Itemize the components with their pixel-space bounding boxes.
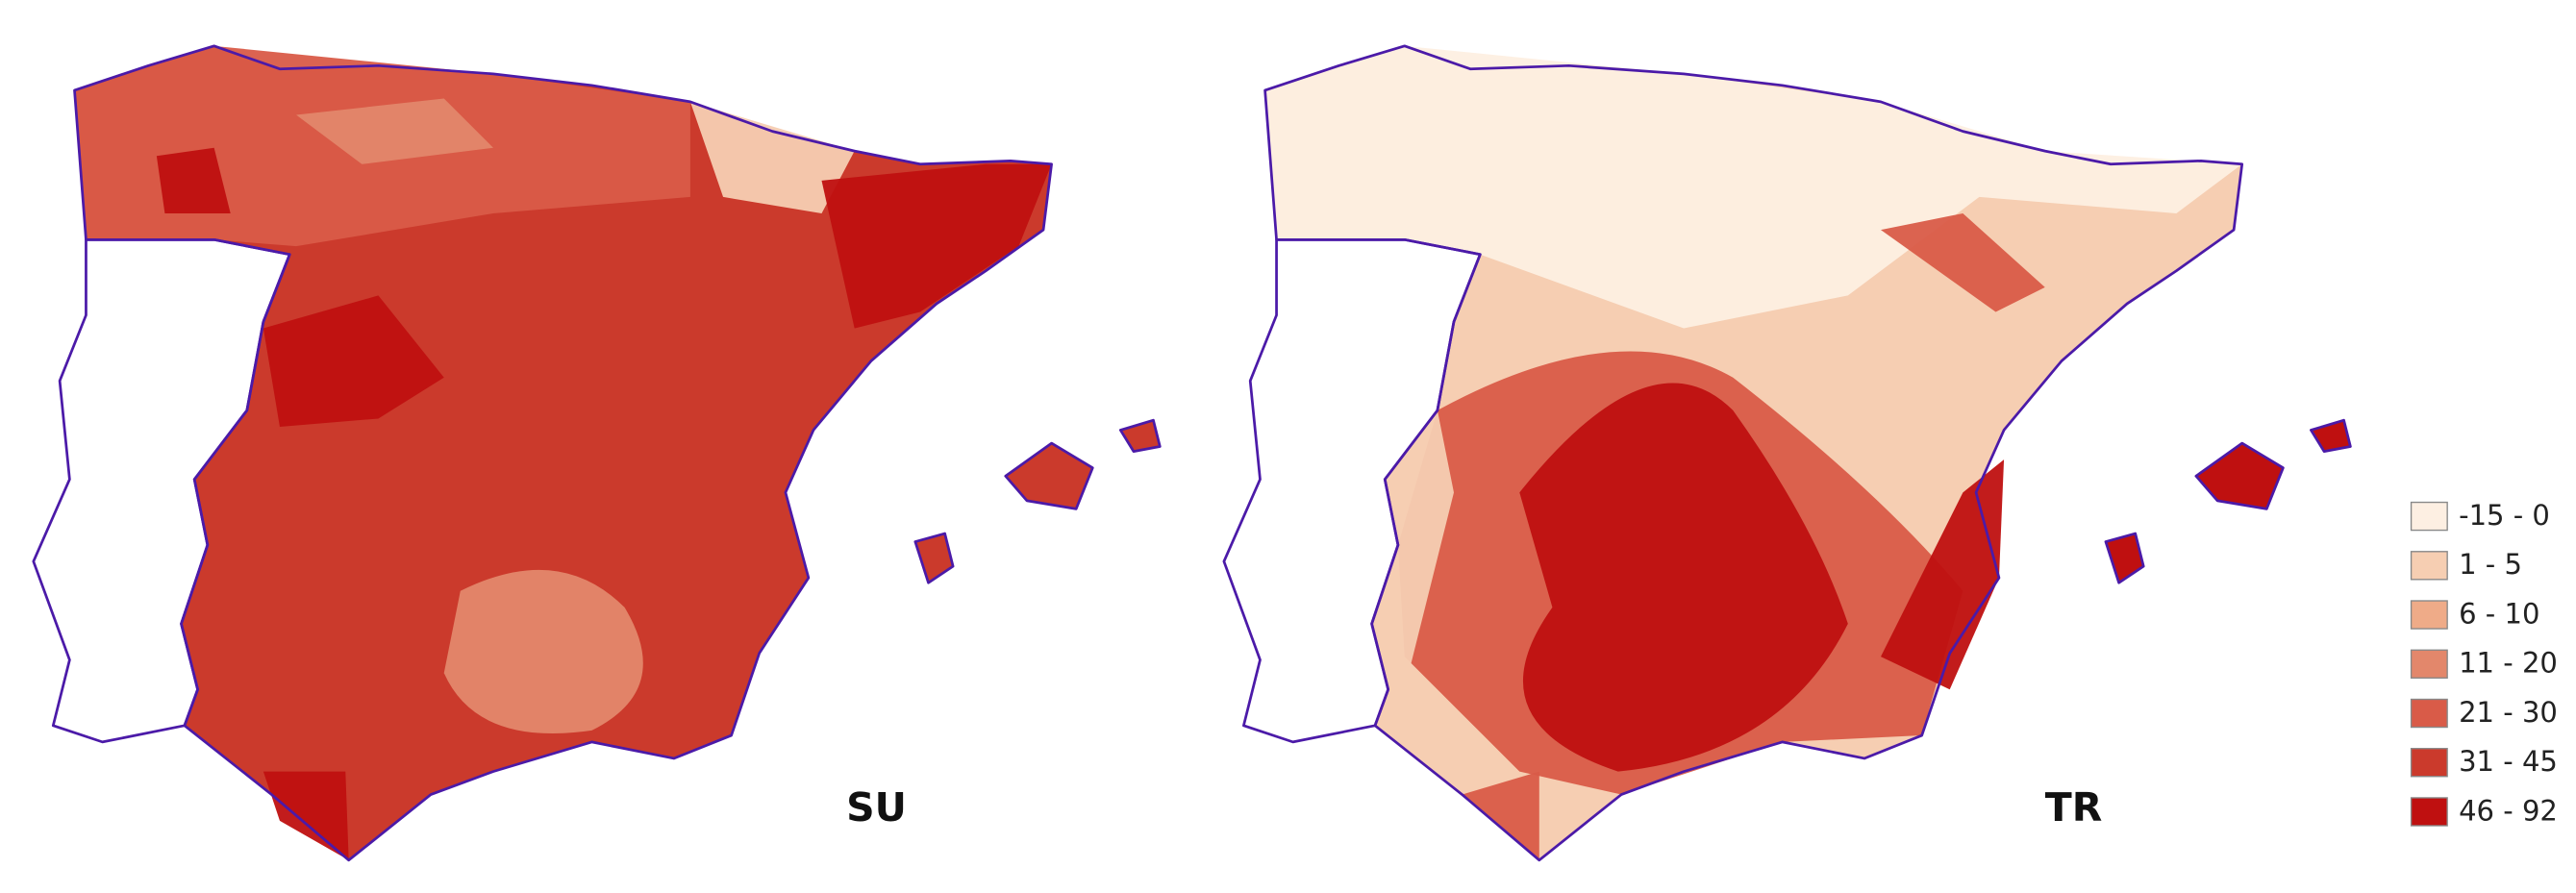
coastline	[1004, 441, 1094, 510]
class-region	[156, 147, 231, 214]
legend-label: 31 - 45	[2459, 745, 2558, 778]
legend-label: 46 - 92	[2459, 794, 2558, 827]
legend-swatch	[2410, 649, 2448, 679]
legend-swatch	[2410, 698, 2448, 729]
class-region	[1880, 213, 2045, 312]
coastline	[913, 532, 955, 584]
legend-label: 6 - 10	[2459, 597, 2539, 630]
island	[2195, 443, 2284, 509]
legend: -15 - 0 1 - 5 6 - 10 11 - 20 21 - 30 31 - 45 4…	[2410, 499, 2558, 827]
panel-label: SU	[846, 784, 907, 831]
legend-label: -15 - 0	[2459, 499, 2550, 532]
coastline	[2310, 418, 2352, 453]
legend-label: 1 - 5	[2459, 548, 2522, 581]
legend-label: 21 - 30	[2459, 696, 2558, 729]
class-region	[1880, 459, 2005, 690]
class-region	[263, 771, 349, 860]
map-panel: TR	[1222, 44, 2352, 862]
class-region	[821, 163, 1052, 329]
coastline	[32, 237, 291, 744]
class-region	[263, 295, 444, 428]
legend-swatch	[2410, 748, 2448, 778]
region-spain	[74, 45, 1052, 860]
class-region	[1264, 45, 2242, 329]
coastline	[1222, 237, 1482, 744]
island	[1005, 443, 1093, 509]
class-region	[1462, 771, 1539, 860]
legend-swatch	[2410, 551, 2448, 581]
coastline	[2104, 532, 2145, 584]
class-region	[296, 98, 493, 164]
class-region	[443, 569, 643, 734]
legend-label: 11 - 20	[2459, 647, 2558, 680]
class-region	[689, 101, 855, 214]
panel-label: TR	[2045, 784, 2103, 831]
coastline	[2194, 441, 2285, 510]
map-panel: SU	[32, 44, 1162, 862]
legend-swatch	[2410, 600, 2448, 630]
class-region	[1519, 383, 1848, 772]
legend-swatch	[2410, 501, 2448, 532]
class-region	[1371, 409, 1454, 726]
coastline	[1118, 418, 1162, 453]
legend-swatch	[2410, 797, 2448, 827]
